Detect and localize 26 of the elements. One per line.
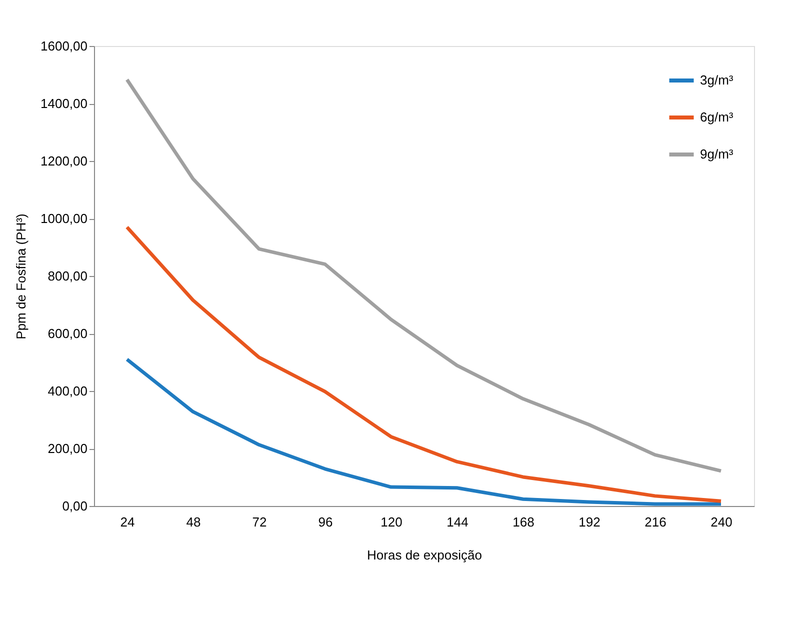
x-tick-label: 240 [710,514,732,530]
line-series [125,358,723,506]
x-tick-label: 168 [512,514,534,530]
y-tick-label: 1200,00 [40,154,88,168]
x-tick-label: 96 [318,514,333,530]
x-tick-label: 144 [446,514,468,530]
x-tick-label: 216 [644,514,666,530]
y-tick-label: 600,00 [48,326,88,341]
legend-label: 6g/m³ [700,110,734,124]
y-axis-title: Ppm de Fosfina (PH³) [14,214,29,340]
legend-label: 3g/m³ [700,72,734,88]
x-tick-label: 48 [186,514,201,530]
y-tick-label: 1000,00 [40,211,88,226]
y-tick-label: 1400,00 [40,96,88,111]
x-tick-label: 192 [578,514,600,530]
x-tick-label: 120 [380,514,402,530]
y-tick-label: 0,00 [62,498,88,514]
y-tick-label: 1600,00 [40,38,88,54]
y-tick-label: 400,00 [48,384,88,398]
x-axis-title: Horas de exposição [367,548,482,562]
y-tick-label: 800,00 [48,268,88,284]
x-tick-label: 72 [252,514,267,530]
y-tick-label: 200,00 [48,441,88,456]
legend-label: 9g/m³ [700,146,734,162]
x-tick-label: 24 [120,514,135,530]
line-series [125,225,723,503]
